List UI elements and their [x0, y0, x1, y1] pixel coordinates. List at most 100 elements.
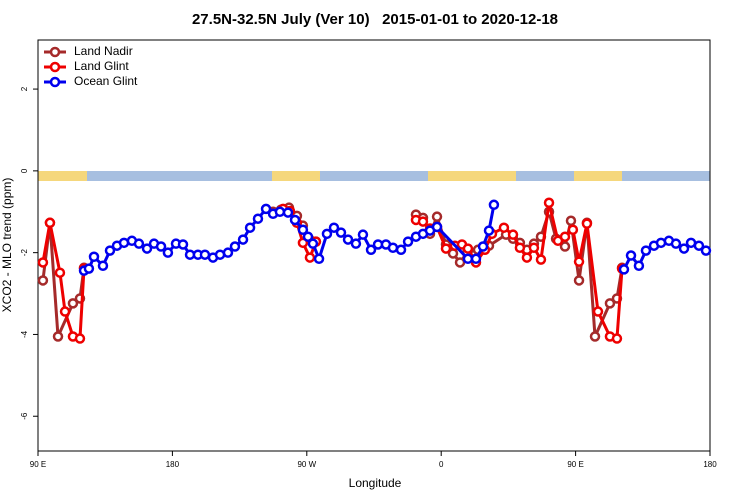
data-point [350, 238, 362, 249]
land-segment [272, 171, 320, 181]
x-tick-label: 90 W [297, 460, 316, 469]
data-point [573, 256, 585, 267]
ocean-strip [38, 171, 710, 181]
data-point [431, 211, 443, 222]
data-point [304, 252, 316, 263]
data-point [498, 222, 510, 233]
data-point [693, 240, 705, 251]
data-point [335, 227, 347, 238]
data-point [162, 247, 174, 258]
data-point [302, 231, 314, 242]
data-point [543, 197, 555, 209]
data-point [274, 206, 286, 218]
data-point [141, 243, 153, 254]
data-point [52, 331, 64, 342]
data-point [589, 331, 601, 342]
data-point [199, 249, 211, 260]
data-point [222, 247, 234, 258]
data-point [670, 238, 682, 249]
data-point [342, 234, 354, 245]
data-point [640, 245, 652, 256]
x-tick-label: 90 E [30, 460, 46, 469]
data-point [74, 333, 86, 344]
legend-label: Land Glint [74, 59, 129, 73]
plot-frame [37, 39, 711, 452]
y-tick-label: 0 [20, 168, 29, 173]
data-point [177, 239, 189, 250]
land-segment [574, 171, 622, 181]
data-point [44, 217, 56, 229]
data-point [528, 242, 540, 253]
y-tick-label: 2 [20, 86, 29, 91]
x-tick-label: 180 [703, 460, 717, 469]
data-point [297, 224, 309, 236]
chart-title: 27.5N-32.5N July (Ver 10) 2015-01-01 to … [192, 11, 558, 28]
y-axis-label: XCO2 - MLO trend (ppm) [0, 178, 14, 313]
data-point [402, 236, 414, 247]
data-point [535, 254, 547, 265]
data-point [97, 260, 109, 271]
land-segment [428, 171, 516, 181]
data-point [282, 207, 294, 218]
data-point [559, 241, 571, 252]
data-point [244, 222, 256, 233]
data-point [54, 267, 66, 278]
data-point [559, 231, 571, 242]
series [78, 199, 712, 276]
data-point [565, 215, 577, 227]
data-point [611, 333, 623, 344]
data-point [252, 213, 264, 224]
data-point [417, 216, 429, 227]
data-point [470, 253, 482, 265]
data-point [237, 234, 249, 245]
data-point [289, 214, 301, 226]
data-point [483, 225, 495, 236]
data-point [618, 264, 630, 275]
data-point [440, 243, 452, 254]
data-point [260, 203, 272, 215]
land-strip [38, 171, 710, 181]
data-point [581, 218, 593, 229]
data-point [59, 306, 71, 317]
x-axis-label: Longitude [349, 476, 402, 490]
data-point [328, 222, 340, 233]
data-point [521, 252, 533, 263]
data-point [592, 306, 604, 317]
data-point [313, 253, 325, 265]
data-point [307, 238, 319, 249]
legend-swatch-point [49, 76, 61, 88]
data-point [37, 257, 49, 268]
data-point [567, 224, 579, 236]
data-point [155, 241, 167, 252]
data-point [104, 245, 116, 256]
data-point [507, 229, 519, 240]
data-point [365, 244, 377, 256]
data-point [83, 263, 95, 274]
data-point [88, 251, 100, 262]
y-tick-label: -4 [20, 330, 29, 338]
y-tick-label: -2 [20, 249, 29, 257]
x-tick-label: 180 [166, 460, 180, 469]
data-point [133, 238, 145, 249]
data-point [67, 298, 79, 309]
data-point [477, 241, 489, 252]
data-point [357, 229, 369, 240]
data-point [604, 298, 616, 309]
legend-label: Land Nadir [74, 44, 133, 58]
x-tick-label: 90 E [567, 460, 583, 469]
data-point [488, 199, 500, 211]
data-point [229, 241, 241, 252]
data-point [514, 242, 526, 253]
data-point [431, 221, 443, 233]
series [37, 197, 628, 344]
legend-label: Ocean Glint [74, 74, 138, 88]
data-point [454, 257, 466, 268]
legend-swatch-point [49, 46, 61, 58]
data-point [633, 260, 645, 271]
data-point [573, 275, 585, 286]
data-point [462, 243, 474, 254]
x-tick-label: 0 [439, 460, 444, 469]
data-point [700, 245, 712, 256]
data-point [678, 243, 690, 254]
